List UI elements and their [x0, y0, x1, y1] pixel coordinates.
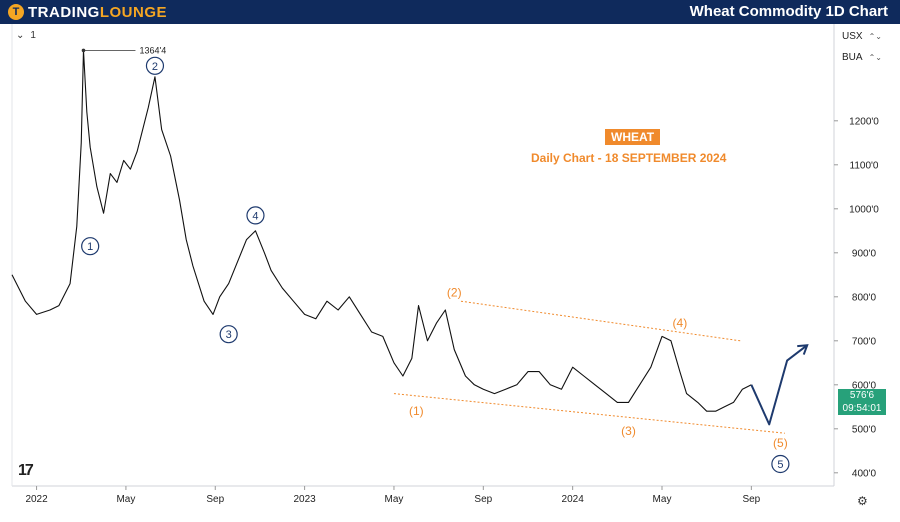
wave-label: 4 [252, 210, 258, 222]
wave-label-circle [81, 237, 100, 256]
interval-value: 1 [30, 29, 36, 41]
wave-label-circle [219, 325, 238, 344]
y-tick-label: 1000'0 [849, 204, 879, 215]
brand-word-lounge: LOUNGE [99, 3, 167, 21]
unit-selector[interactable]: BUA ⌃⌄ [838, 49, 886, 65]
x-tick-label: May [653, 494, 672, 505]
bar-countdown: 09:54:01 [842, 403, 882, 414]
wave-label: (4) [673, 316, 688, 330]
window-title: Wheat Commodity 1D Chart [689, 3, 888, 20]
x-tick-label: May [116, 494, 135, 505]
wave-label: 5 [777, 459, 783, 471]
projection-arrowhead [797, 344, 809, 355]
currency-label: USX [842, 30, 863, 42]
brand-mark-icon: T [8, 4, 24, 20]
y-tick-label: 700'0 [852, 336, 877, 347]
y-tick-label: 600'0 [852, 380, 877, 391]
x-tick-label: Sep [206, 494, 224, 505]
y-tick-label: 1100'0 [850, 160, 879, 171]
last-price-value: 576'6 [849, 390, 875, 401]
currency-selector[interactable]: USX ⌃⌄ [838, 28, 886, 44]
series-line [11, 49, 752, 412]
x-tick-label: 2024 [562, 494, 585, 505]
title-bar: T TRADINGLOUNGE Wheat Commodity 1D Chart [0, 0, 900, 24]
wave-label-circle [246, 206, 265, 225]
unit-label: BUA [842, 51, 863, 63]
wave-label: (3) [621, 424, 636, 438]
y-tick-label: 1200'0 [849, 116, 879, 127]
y-tick-label: 900'0 [852, 248, 877, 259]
last-price-badge: 576'6 09:54:01 [838, 389, 886, 415]
x-tick-label: Sep [474, 494, 492, 505]
y-tick-label: 500'0 [852, 424, 877, 435]
chart-subtitle: Daily Chart - 18 SEPTEMBER 2024 [531, 151, 727, 165]
y-tick-label: 800'0 [852, 292, 877, 303]
wave-label-circle [145, 56, 165, 75]
wave-label: (1) [409, 404, 424, 418]
x-tick-label: 2022 [25, 494, 48, 505]
x-tick-label: May [385, 494, 404, 505]
chart-title: WHEAT [605, 129, 661, 145]
wave-label: 1 [87, 241, 93, 253]
x-tick-label: Sep [742, 494, 760, 505]
wave-label: 3 [226, 329, 232, 341]
interval-selector[interactable]: ⌄ 1 [16, 28, 36, 42]
price-chart[interactable]: 1364'4 1 2 3 4 5 (1) (2) (3) (4) (5) 400'0 500'0 600… [0, 24, 900, 522]
brand-wordmark: TRADINGLOUNGE [28, 4, 167, 21]
tradingview-logo-icon: 17 [18, 462, 34, 479]
series-line [750, 344, 808, 426]
wave-label: (2) [447, 285, 462, 299]
high-marker-dot [81, 48, 86, 53]
y-tick-label: 400'0 [852, 468, 877, 479]
brand-logo: T TRADINGLOUNGE [8, 3, 167, 21]
series-line [393, 393, 785, 434]
chevron-down-icon: ⌄ [16, 29, 25, 41]
high-marker-label: 1364'4 [139, 45, 166, 55]
series-line [460, 300, 741, 342]
x-tick-label: 2023 [293, 494, 316, 505]
brand-word-trading: TRADING [28, 3, 100, 21]
gear-icon[interactable]: ⚙ [857, 494, 868, 508]
chevron-icon: ⌃⌄ [868, 31, 882, 41]
wave-label-circle [771, 454, 790, 474]
wave-label: 2 [152, 61, 158, 73]
wave-label: (5) [773, 436, 788, 450]
chevron-icon: ⌃⌄ [868, 52, 882, 62]
plot-background [12, 24, 834, 486]
